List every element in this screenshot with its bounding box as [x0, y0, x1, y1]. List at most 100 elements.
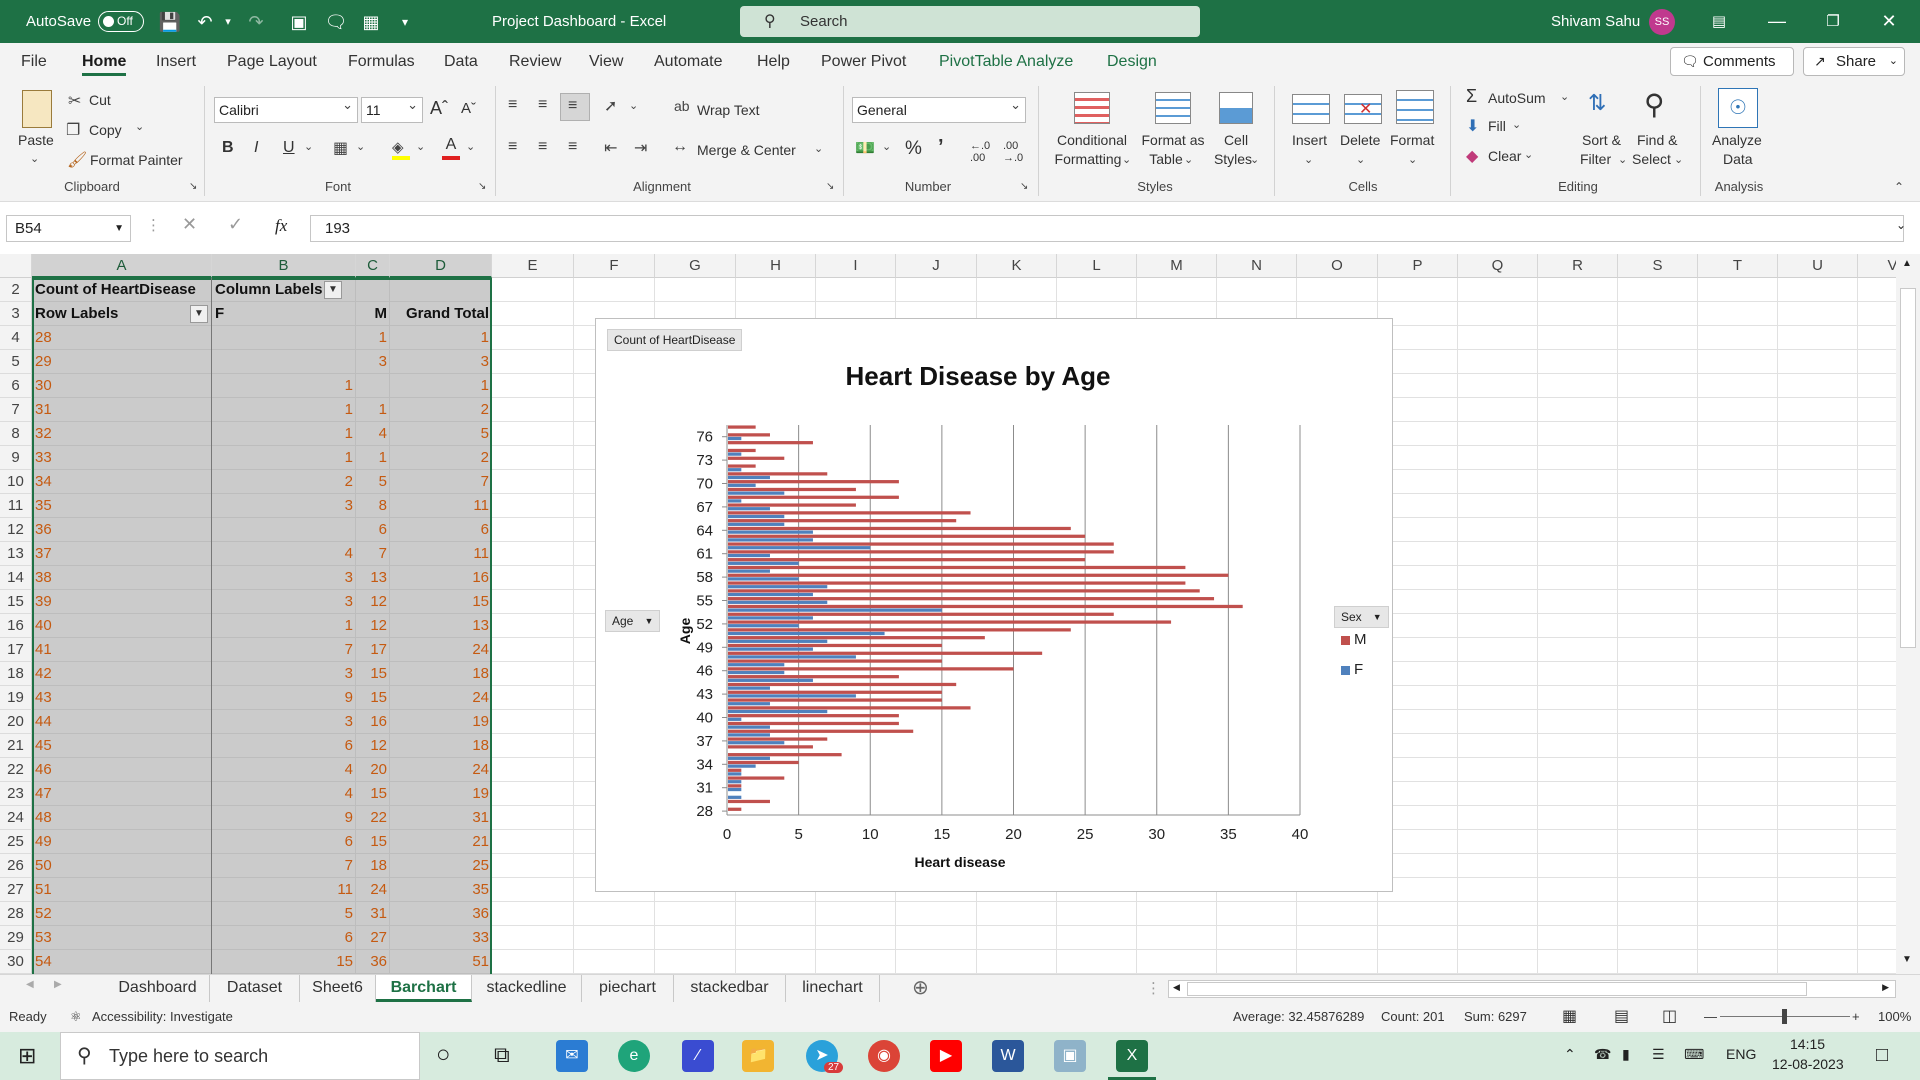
- pivot-row-label[interactable]: 40: [35, 617, 52, 634]
- align-right-icon[interactable]: ≡: [568, 138, 578, 155]
- row-header[interactable]: 24: [0, 806, 32, 830]
- pivot-row-label[interactable]: 37: [35, 545, 52, 562]
- column-header[interactable]: P: [1378, 254, 1458, 278]
- pivot-cell-m[interactable]: 24: [370, 881, 387, 898]
- row-header[interactable]: 14: [0, 566, 32, 590]
- pivot-cell-f[interactable]: [212, 326, 356, 350]
- pivot-cell-m[interactable]: 7: [378, 545, 387, 562]
- cell-styles-icon[interactable]: [1219, 92, 1253, 124]
- pivot-cell-total[interactable]: 19: [472, 713, 489, 730]
- pivot-cell-m[interactable]: 18: [370, 857, 387, 874]
- clear-button[interactable]: Clear: [1488, 148, 1522, 164]
- pivot-cell-m[interactable]: 31: [370, 905, 387, 922]
- pivot-cell-total[interactable]: 18: [472, 737, 489, 754]
- pivot-cell-total[interactable]: 16: [472, 569, 489, 586]
- pivot-cell-m[interactable]: 1: [378, 329, 387, 346]
- pivot-cell-total[interactable]: 31: [472, 809, 489, 826]
- sheet-tab-piechart[interactable]: piechart: [582, 975, 674, 1002]
- save-icon[interactable]: 💾: [158, 12, 182, 32]
- conditional-formatting-dropdown-icon[interactable]: ⌄: [1122, 154, 1132, 166]
- pivot-row-label[interactable]: 49: [35, 833, 52, 850]
- orientation-dropdown-icon[interactable]: ⌄: [629, 100, 639, 112]
- pivot-row-label[interactable]: 38: [35, 569, 52, 586]
- pivot-cell-f[interactable]: 4: [344, 761, 353, 778]
- align-bottom-button[interactable]: ≡: [560, 93, 590, 121]
- column-header[interactable]: G: [655, 254, 736, 278]
- column-labels-filter-button[interactable]: ▼: [324, 281, 342, 299]
- row-header[interactable]: 17: [0, 638, 32, 662]
- font-size-select[interactable]: 11: [361, 93, 423, 123]
- column-header[interactable]: V: [1858, 254, 1896, 278]
- pivot-cell-m[interactable]: 1: [378, 401, 387, 418]
- pivot-cell-f[interactable]: 1: [344, 449, 353, 466]
- legend-field-button[interactable]: Sex ▼: [1334, 606, 1389, 628]
- insert-function-button[interactable]: fx: [275, 216, 288, 235]
- tab-insert[interactable]: Insert: [156, 53, 197, 70]
- tab-formulas[interactable]: Formulas: [348, 53, 415, 70]
- cortana-icon[interactable]: ○: [436, 1041, 451, 1068]
- pivot-cell-total[interactable]: 3: [480, 353, 489, 370]
- row-header[interactable]: 13: [0, 542, 32, 566]
- pivot-row-label[interactable]: 48: [35, 809, 52, 826]
- pivot-cell-m[interactable]: 17: [370, 641, 387, 658]
- pivot-row-label[interactable]: 34: [35, 473, 52, 490]
- pivot-row-label[interactable]: 41: [35, 641, 52, 658]
- pivot-row-label[interactable]: 33: [35, 449, 52, 466]
- insert-cells-dropdown-icon[interactable]: ⌄: [1304, 154, 1314, 166]
- row-header[interactable]: 9: [0, 446, 32, 470]
- column-header[interactable]: D: [390, 254, 492, 278]
- clear-dropdown-icon[interactable]: ⌄: [1524, 149, 1534, 161]
- sheet-tab-stackedbar[interactable]: stackedbar: [674, 975, 786, 1002]
- row-header[interactable]: 20: [0, 710, 32, 734]
- column-header[interactable]: R: [1538, 254, 1618, 278]
- page-layout-view-icon[interactable]: ▤: [1614, 1008, 1630, 1025]
- comments-button[interactable]: 🗨 Comments: [1670, 47, 1794, 76]
- fill-icon[interactable]: ⬇: [1466, 118, 1480, 135]
- fill-dropdown-icon[interactable]: ⌄: [1512, 119, 1522, 131]
- row-header[interactable]: 22: [0, 758, 32, 782]
- pivot-cell-m[interactable]: 36: [370, 953, 387, 970]
- clock-time[interactable]: 14:15: [1790, 1036, 1826, 1052]
- column-header[interactable]: E: [492, 254, 574, 278]
- tab-review[interactable]: Review: [509, 53, 562, 70]
- row-header[interactable]: 27: [0, 878, 32, 902]
- pivot-row-label[interactable]: 36: [35, 521, 52, 538]
- pivot-cell-total[interactable]: 1: [480, 329, 489, 346]
- conditional-formatting-label-2[interactable]: Formatting: [1054, 151, 1122, 167]
- sheet-tab-barchart[interactable]: Barchart: [376, 975, 472, 1002]
- row-header[interactable]: 2: [0, 278, 32, 302]
- decrease-indent-icon[interactable]: ⇤: [604, 140, 618, 157]
- format-cells-label[interactable]: Format: [1390, 132, 1435, 148]
- format-painter-label[interactable]: Format Painter: [90, 152, 183, 168]
- formula-input[interactable]: 193: [310, 215, 1904, 242]
- row-header[interactable]: 21: [0, 734, 32, 758]
- pivot-cell-total[interactable]: 1: [480, 377, 489, 394]
- wifi-icon[interactable]: ☰: [1652, 1046, 1665, 1062]
- pivot-row-label[interactable]: 47: [35, 785, 52, 802]
- search-box[interactable]: ⚲ Search: [740, 6, 1200, 37]
- column-header[interactable]: B: [212, 254, 356, 278]
- zoom-level[interactable]: 100%: [1878, 1009, 1912, 1024]
- pivot-row-label[interactable]: 50: [35, 857, 52, 874]
- format-cells-icon[interactable]: [1396, 90, 1434, 124]
- pivot-grand-total-header[interactable]: Grand Total: [405, 305, 489, 322]
- chrome-app-icon[interactable]: ◉: [868, 1040, 900, 1072]
- pivot-cell-f[interactable]: 2: [344, 473, 353, 490]
- excel-app-icon[interactable]: X: [1116, 1040, 1148, 1072]
- normal-view-icon[interactable]: ▦: [1562, 1008, 1578, 1025]
- sort-filter-icon[interactable]: ⇅: [1588, 90, 1607, 115]
- pivot-cell-f[interactable]: 3: [344, 593, 353, 610]
- pivot-cell-m[interactable]: 12: [370, 737, 387, 754]
- tab-view[interactable]: View: [589, 53, 624, 70]
- battery-icon[interactable]: ▮: [1622, 1046, 1630, 1062]
- pivot-cell-total[interactable]: 19: [472, 785, 489, 802]
- clear-icon[interactable]: ◆: [1466, 148, 1479, 165]
- merge-center-button[interactable]: Merge & Center: [697, 142, 796, 158]
- vertical-scroll-thumb[interactable]: [1900, 288, 1916, 648]
- autosum-icon[interactable]: Σ: [1466, 86, 1478, 106]
- word-app-icon[interactable]: W: [992, 1040, 1024, 1072]
- paste-icon[interactable]: [22, 90, 52, 128]
- input-language[interactable]: ENG: [1726, 1046, 1757, 1062]
- pivot-cell-f[interactable]: 7: [344, 857, 353, 874]
- tab-pivottable-analyze[interactable]: PivotTable Analyze: [939, 53, 1074, 70]
